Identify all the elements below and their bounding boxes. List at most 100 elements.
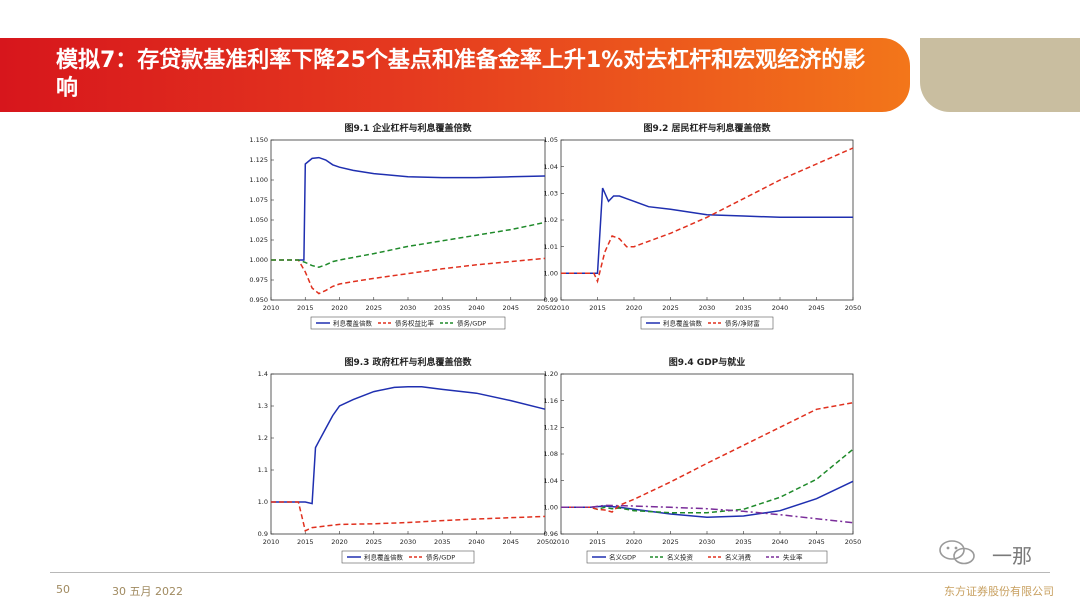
y-tick-label: 1.025 [249,236,268,244]
x-tick-label: 2015 [589,304,606,312]
chart-title: 图9.4 GDP与就业 [669,356,746,368]
legend-box [640,316,774,330]
x-tick-label: 2040 [468,538,485,546]
y-tick-label: 0.96 [544,530,558,538]
series-line [271,386,546,505]
x-tick-label: 2030 [400,538,417,546]
chart-gdp-employment: 图9.4 GDP与就业 2010 2015 2020 2025 2030 2035 2040 2… [533,352,863,574]
legend-box [310,316,506,330]
x-tick-label: 2035 [735,538,752,546]
x-tick-label: 2040 [772,304,789,312]
title-banner [0,38,910,112]
legend-box [586,550,828,564]
plot-frame [560,139,854,301]
page-title: 模拟7：存贷款基准利率下降25个基点和准备金率上升1%对去杠杆和宏观经济的影响 [56,48,866,101]
y-tick-label: 1.150 [249,136,268,144]
x-tick-label: 2025 [662,538,679,546]
legend-label: 名义消费 [725,553,752,562]
x-tick-label: 2025 [365,538,382,546]
plot-frame [270,373,546,535]
y-tick-label: 1.050 [249,216,268,224]
x-tick-label: 2030 [400,304,417,312]
legend-label: 利息覆盖倍数 [663,319,703,328]
y-tick-label: 0.99 [544,296,558,304]
legend-label: 名义GDP [609,553,636,562]
company-name: 东方证券股份有限公司 [944,585,1054,598]
y-tick-label: 1.04 [544,163,558,171]
x-tick-label: 2020 [331,304,348,312]
x-tick-label: 2050 [537,304,554,312]
x-tick-label: 2015 [589,538,606,546]
y-tick-label: 1.02 [544,216,558,224]
x-tick-label: 2030 [699,304,716,312]
series-line [271,257,546,295]
series-line [271,501,546,532]
chart-government-leverage: 图9.3 政府杠杆与利息覆盖倍数 2010 2015 2020 2025 2030 2035… [245,352,555,574]
x-tick-label: 2045 [502,538,519,546]
y-tick-label: 1.04 [544,477,558,485]
x-tick-label: 2040 [772,538,789,546]
series-line [561,401,854,513]
x-tick-label: 2010 [553,538,570,546]
x-tick-label: 2050 [845,538,862,546]
x-tick-label: 2035 [434,538,451,546]
y-tick-label: 1.12 [544,424,558,432]
y-tick-label: 0.9 [258,530,268,538]
plot-frame [270,139,546,301]
x-tick-label: 2010 [263,538,280,546]
y-tick-label: 1.1 [258,466,268,474]
x-tick-label: 2040 [468,304,485,312]
y-tick-label: 0.950 [249,296,268,304]
x-tick-label: 2010 [263,304,280,312]
x-tick-label: 2025 [662,304,679,312]
x-tick-label: 2045 [808,538,825,546]
x-tick-label: 2020 [626,304,643,312]
watermark-text: 一那 [992,544,1032,568]
chart-title: 图9.1 企业杠杆与利息覆盖倍数 [344,122,472,134]
wechat-icon [939,540,975,565]
series-line [298,156,546,261]
y-tick-label: 1.05 [544,136,558,144]
legend-label: 债务/GDP [457,319,486,328]
y-tick-label: 1.125 [249,156,268,164]
footer-date: 30 五月 2022 [112,585,183,598]
series-line [561,480,854,519]
legend-label: 名义投资 [667,553,694,562]
chart-title: 图9.2 居民杠杆与利息覆盖倍数 [643,122,771,134]
x-tick-label: 2015 [297,304,314,312]
y-tick-label: 1.100 [249,176,268,184]
x-tick-label: 2045 [502,304,519,312]
legend-label: 失业率 [783,553,803,562]
corner-decoration [920,38,1080,112]
x-tick-label: 2050 [845,304,862,312]
footer-divider [50,572,1050,573]
series-line [561,448,854,514]
chart-title: 图9.3 政府杠杆与利息覆盖倍数 [344,356,472,368]
y-tick-label: 1.075 [249,196,268,204]
legend-label: 利息覆盖倍数 [364,553,404,562]
y-tick-label: 1.20 [544,370,558,378]
series-line [561,147,854,284]
y-tick-label: 1.08 [544,450,558,458]
series-line [561,504,854,524]
x-tick-label: 2025 [365,304,382,312]
y-tick-label: 1.000 [249,256,268,264]
page-number: 50 [56,583,70,596]
y-tick-label: 1.2 [258,434,268,442]
series-line [561,187,853,275]
y-tick-label: 1.03 [544,190,558,198]
x-tick-label: 2020 [626,538,643,546]
y-tick-label: 1.00 [544,504,558,512]
legend-label: 债务权益比率 [395,319,435,328]
legend-label: 债务/净财富 [725,319,760,328]
legend-box [341,550,475,564]
chart-household-leverage: 图9.2 居民杠杆与利息覆盖倍数 2010 2015 2020 2025 2030 2035… [533,118,863,340]
x-tick-label: 2015 [297,538,314,546]
x-tick-label: 2050 [537,538,554,546]
legend-label: 债务/GDP [426,553,455,562]
y-tick-label: 1.3 [258,402,268,410]
y-tick-label: 1.16 [544,397,558,405]
y-tick-label: 1.4 [258,370,268,378]
y-tick-label: 1.00 [544,270,558,278]
x-tick-label: 2030 [699,538,716,546]
